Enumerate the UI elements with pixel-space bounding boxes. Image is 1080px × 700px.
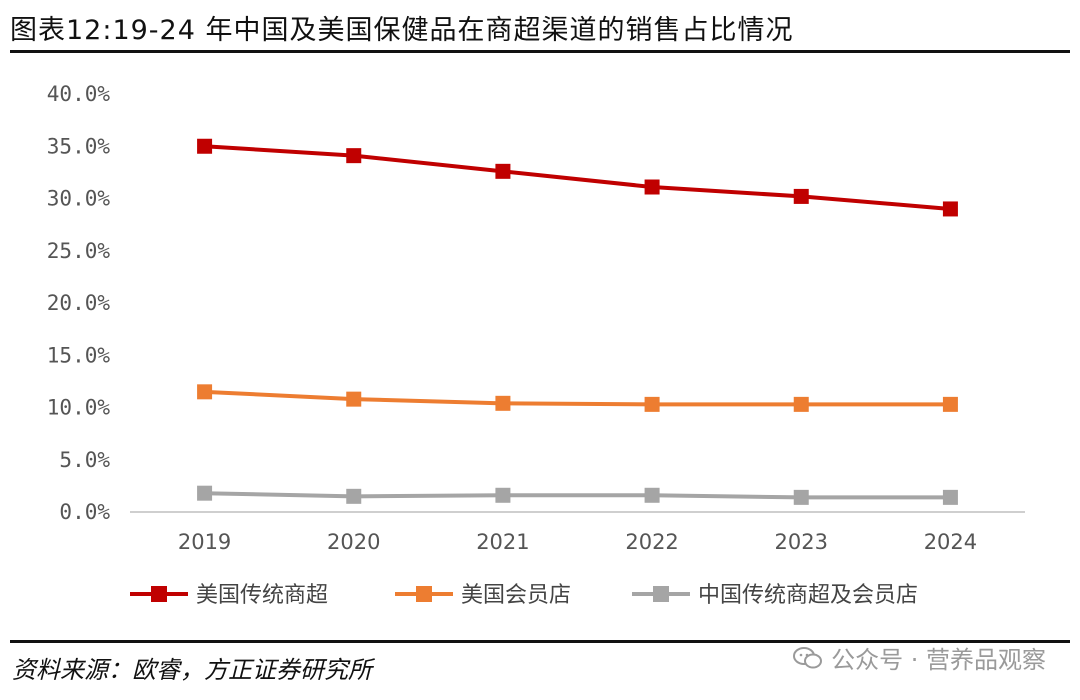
x-tick-label: 2022 xyxy=(625,530,678,554)
data-point xyxy=(197,384,213,400)
data-point xyxy=(495,395,511,411)
x-tick-label: 2019 xyxy=(178,530,231,554)
data-point xyxy=(942,489,958,505)
y-tick-label: 30.0% xyxy=(47,187,111,211)
x-tick-label: 2024 xyxy=(924,530,977,554)
data-point xyxy=(942,396,958,412)
chart-title: 图表12:19-24 年中国及美国保健品在商超渠道的销售占比情况 xyxy=(10,15,794,46)
y-tick-label: 15.0% xyxy=(47,343,111,367)
title-divider xyxy=(10,50,1070,53)
data-point xyxy=(644,487,660,503)
data-point xyxy=(644,396,660,412)
data-point xyxy=(793,489,809,505)
watermark: 公众号 · 营养品观察 xyxy=(793,640,1046,675)
y-tick-label: 0.0% xyxy=(59,500,110,524)
data-point xyxy=(346,391,362,407)
legend-label: 美国会员店 xyxy=(461,583,571,608)
series-line-2 xyxy=(204,389,951,407)
data-point xyxy=(197,138,213,154)
x-tick-label: 2020 xyxy=(327,530,380,554)
y-tick-label: 5.0% xyxy=(59,448,110,472)
y-tick-label: 20.0% xyxy=(47,291,111,315)
data-point xyxy=(644,179,660,195)
y-tick-label: 40.0% xyxy=(47,82,111,106)
watermark-text: 公众号 · 营养品观察 xyxy=(831,646,1046,674)
y-tick-label: 35.0% xyxy=(47,134,111,158)
x-tick-label: 2021 xyxy=(476,530,529,554)
data-point xyxy=(495,487,511,503)
data-point xyxy=(793,188,809,204)
legend-marker xyxy=(653,586,669,602)
data-point xyxy=(197,485,213,501)
data-point xyxy=(346,488,362,504)
data-point xyxy=(495,163,511,179)
y-tick-label: 10.0% xyxy=(47,396,111,420)
legend-marker xyxy=(151,586,167,602)
legend-marker xyxy=(416,586,432,602)
legend-label: 美国传统商超 xyxy=(196,583,328,608)
y-tick-label: 25.0% xyxy=(47,239,111,263)
x-tick-label: 2023 xyxy=(775,530,828,554)
series-line-1 xyxy=(204,144,951,211)
series-line-3 xyxy=(204,491,951,500)
legend-label: 中国传统商超及会员店 xyxy=(698,583,918,608)
wechat-icon xyxy=(793,646,823,668)
data-point xyxy=(346,148,362,164)
footer-divider xyxy=(10,640,1070,643)
data-point xyxy=(942,201,958,217)
source-note: 资料来源：欧睿，方正证券研究所 xyxy=(12,656,372,684)
data-point xyxy=(793,396,809,412)
line-chart: 0.0% 5.0% 10.0% 15.0% 20.0% 25.0% 30.0% 35.0% 40… xyxy=(47,82,1025,608)
